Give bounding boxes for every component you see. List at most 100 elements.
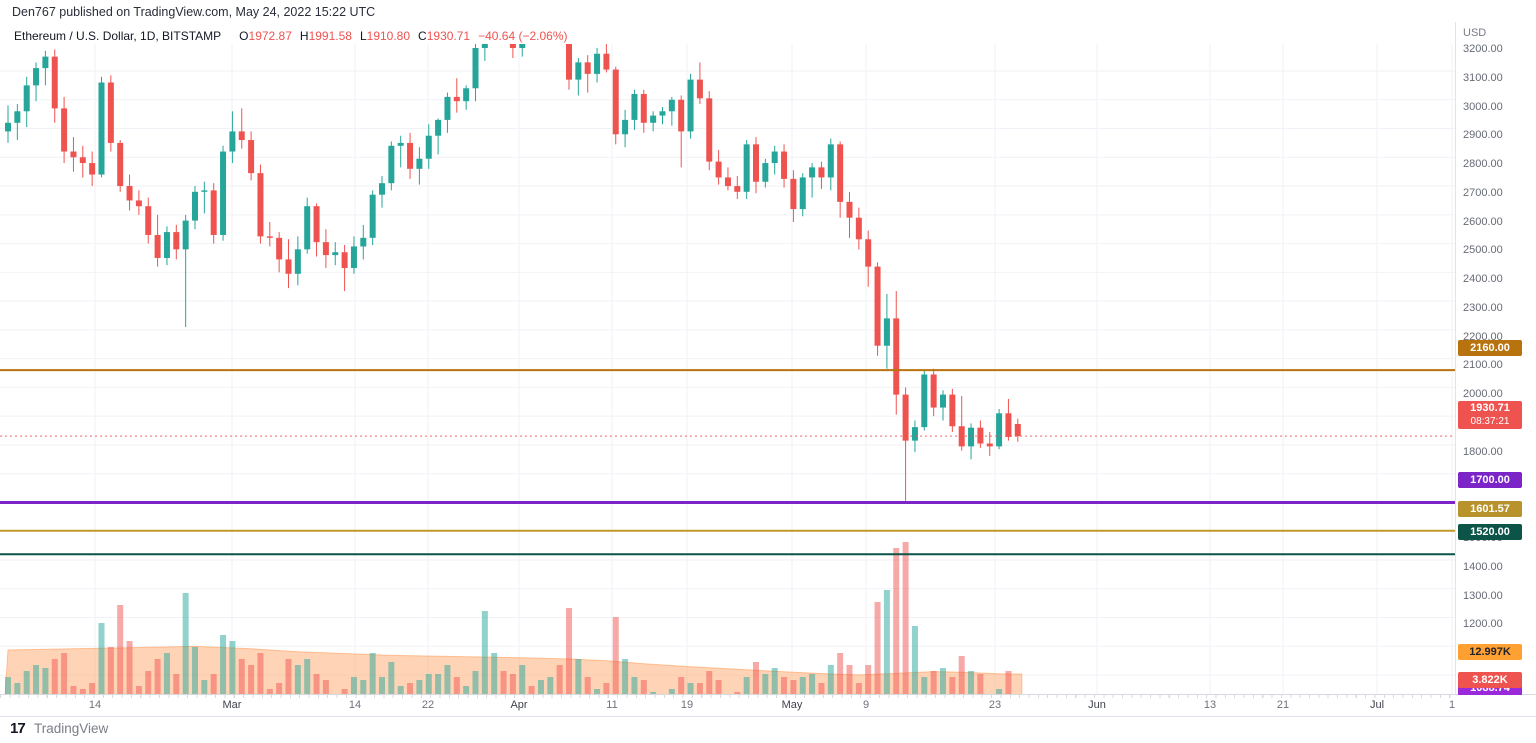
candle-body: [883, 318, 890, 346]
chart-pane[interactable]: [0, 22, 1455, 716]
volume-bar: [126, 641, 133, 713]
candle-body: [640, 94, 647, 123]
volume-bar: [117, 605, 124, 713]
candle-body: [79, 157, 86, 164]
candle-body: [771, 151, 778, 164]
chart-legend[interactable]: Ethereum / U.S. Dollar, 1D, BITSTAMP O197…: [14, 29, 568, 43]
candle-body: [986, 443, 993, 447]
time-tick-label: 22: [421, 699, 435, 711]
volume-bar: [837, 653, 844, 713]
candle-body: [706, 98, 713, 162]
candle-body: [827, 144, 834, 178]
volume-bar: [556, 665, 563, 713]
volume-bar: [98, 623, 105, 713]
candle-body: [369, 194, 376, 238]
bar-countdown: 08:37:21: [1470, 416, 1510, 428]
time-axis[interactable]: 14 Mar 14 22 Apr 11 19 May 9 23 Jun 13 21 Jul 1: [0, 695, 1536, 716]
volume-bar: [846, 665, 853, 713]
candle-body: [350, 246, 357, 269]
candle-body: [5, 122, 11, 132]
candle-body: [481, 44, 488, 48]
candlestick-chart[interactable]: [0, 44, 1455, 716]
candle-body: [977, 427, 984, 444]
candle-body: [61, 108, 68, 152]
candle-body: [276, 237, 283, 260]
candle-body: [949, 394, 956, 427]
tradingview-logo-icon[interactable]: 17: [10, 720, 26, 737]
tradingview-logo-text[interactable]: TradingView: [34, 721, 109, 736]
current-price-value: 1930.71: [1470, 402, 1510, 415]
volume-value-badge: 12.997K: [1458, 644, 1522, 660]
candle-body: [220, 151, 227, 235]
candle-body: [107, 82, 114, 143]
candle-body: [397, 142, 404, 146]
candle-body: [930, 374, 937, 408]
volume-bar: [163, 653, 170, 713]
time-tick-label: 23: [988, 699, 1002, 711]
price-tick-label: 1200.00: [1463, 618, 1503, 631]
time-tick-label: 19: [680, 699, 694, 711]
candle-body: [192, 191, 198, 221]
volume-bar: [509, 674, 516, 713]
time-tick-label: 13: [1203, 699, 1217, 711]
volume-bar: [294, 665, 301, 713]
volume-bar: [519, 665, 526, 713]
candle-body: [444, 96, 451, 120]
volume-bar: [762, 674, 769, 713]
open-label: O: [239, 29, 249, 43]
volume-value-badge: 3.822K: [1458, 671, 1522, 688]
candle-body: [210, 190, 217, 235]
volume-bar: [865, 665, 872, 713]
candle-body: [696, 79, 703, 99]
candle-body: [14, 111, 21, 123]
candle-body: [509, 44, 516, 48]
time-tick-label: May: [781, 699, 803, 711]
volume-bar: [210, 674, 217, 713]
candle-body: [762, 163, 769, 182]
volume-bar: [42, 668, 49, 713]
candle-body: [416, 158, 423, 169]
candle-body: [790, 178, 797, 210]
candle-body: [304, 206, 311, 250]
volume-bar: [500, 671, 507, 713]
volume-bar: [238, 659, 245, 713]
price-tick-label: 2900.00: [1463, 129, 1503, 142]
symbol-title: Ethereum / U.S. Dollar, 1D, BITSTAMP: [14, 29, 222, 43]
price-level-badge: 1700.00: [1458, 472, 1522, 489]
candle-body: [332, 252, 339, 256]
candle-body: [575, 62, 582, 80]
candle-body: [285, 259, 292, 274]
candle-body: [753, 144, 759, 182]
candle-body: [23, 85, 30, 112]
candle-body: [837, 144, 844, 202]
candle-body: [453, 96, 460, 102]
high-value: 1991.58: [308, 29, 352, 43]
price-axis[interactable]: USD 1930.71 08:37:21 3200.00 3100.00 3000.…: [1456, 22, 1536, 696]
candle-body: [902, 394, 909, 441]
candle-body: [294, 249, 301, 274]
volume-bar: [192, 647, 198, 713]
price-tick-label: 2300.00: [1463, 301, 1503, 314]
price-tick-label: 2200.00: [1463, 330, 1503, 343]
time-tick-label: 14: [88, 699, 102, 711]
candle-body: [865, 239, 872, 267]
time-tick-label: Jun: [1088, 699, 1106, 711]
change-value: −40.64 (−2.06%): [478, 29, 568, 43]
candle-body: [379, 183, 385, 195]
candle-body: [855, 217, 862, 240]
volume-bar: [229, 641, 236, 713]
volume-bar: [182, 593, 189, 713]
candle-body: [743, 144, 750, 192]
candle-body: [659, 111, 666, 116]
high-label: H: [299, 29, 309, 43]
time-axis-ticks: [0, 695, 1455, 698]
candle-body: [313, 206, 320, 243]
candle-body: [201, 190, 208, 192]
volume-bar: [145, 671, 152, 713]
volume-bar: [257, 653, 264, 713]
candle-body: [70, 151, 77, 158]
candle-body: [135, 200, 142, 207]
candle-body: [893, 318, 900, 395]
close-value: 1930.71: [426, 29, 471, 43]
candle-body: [911, 427, 918, 441]
